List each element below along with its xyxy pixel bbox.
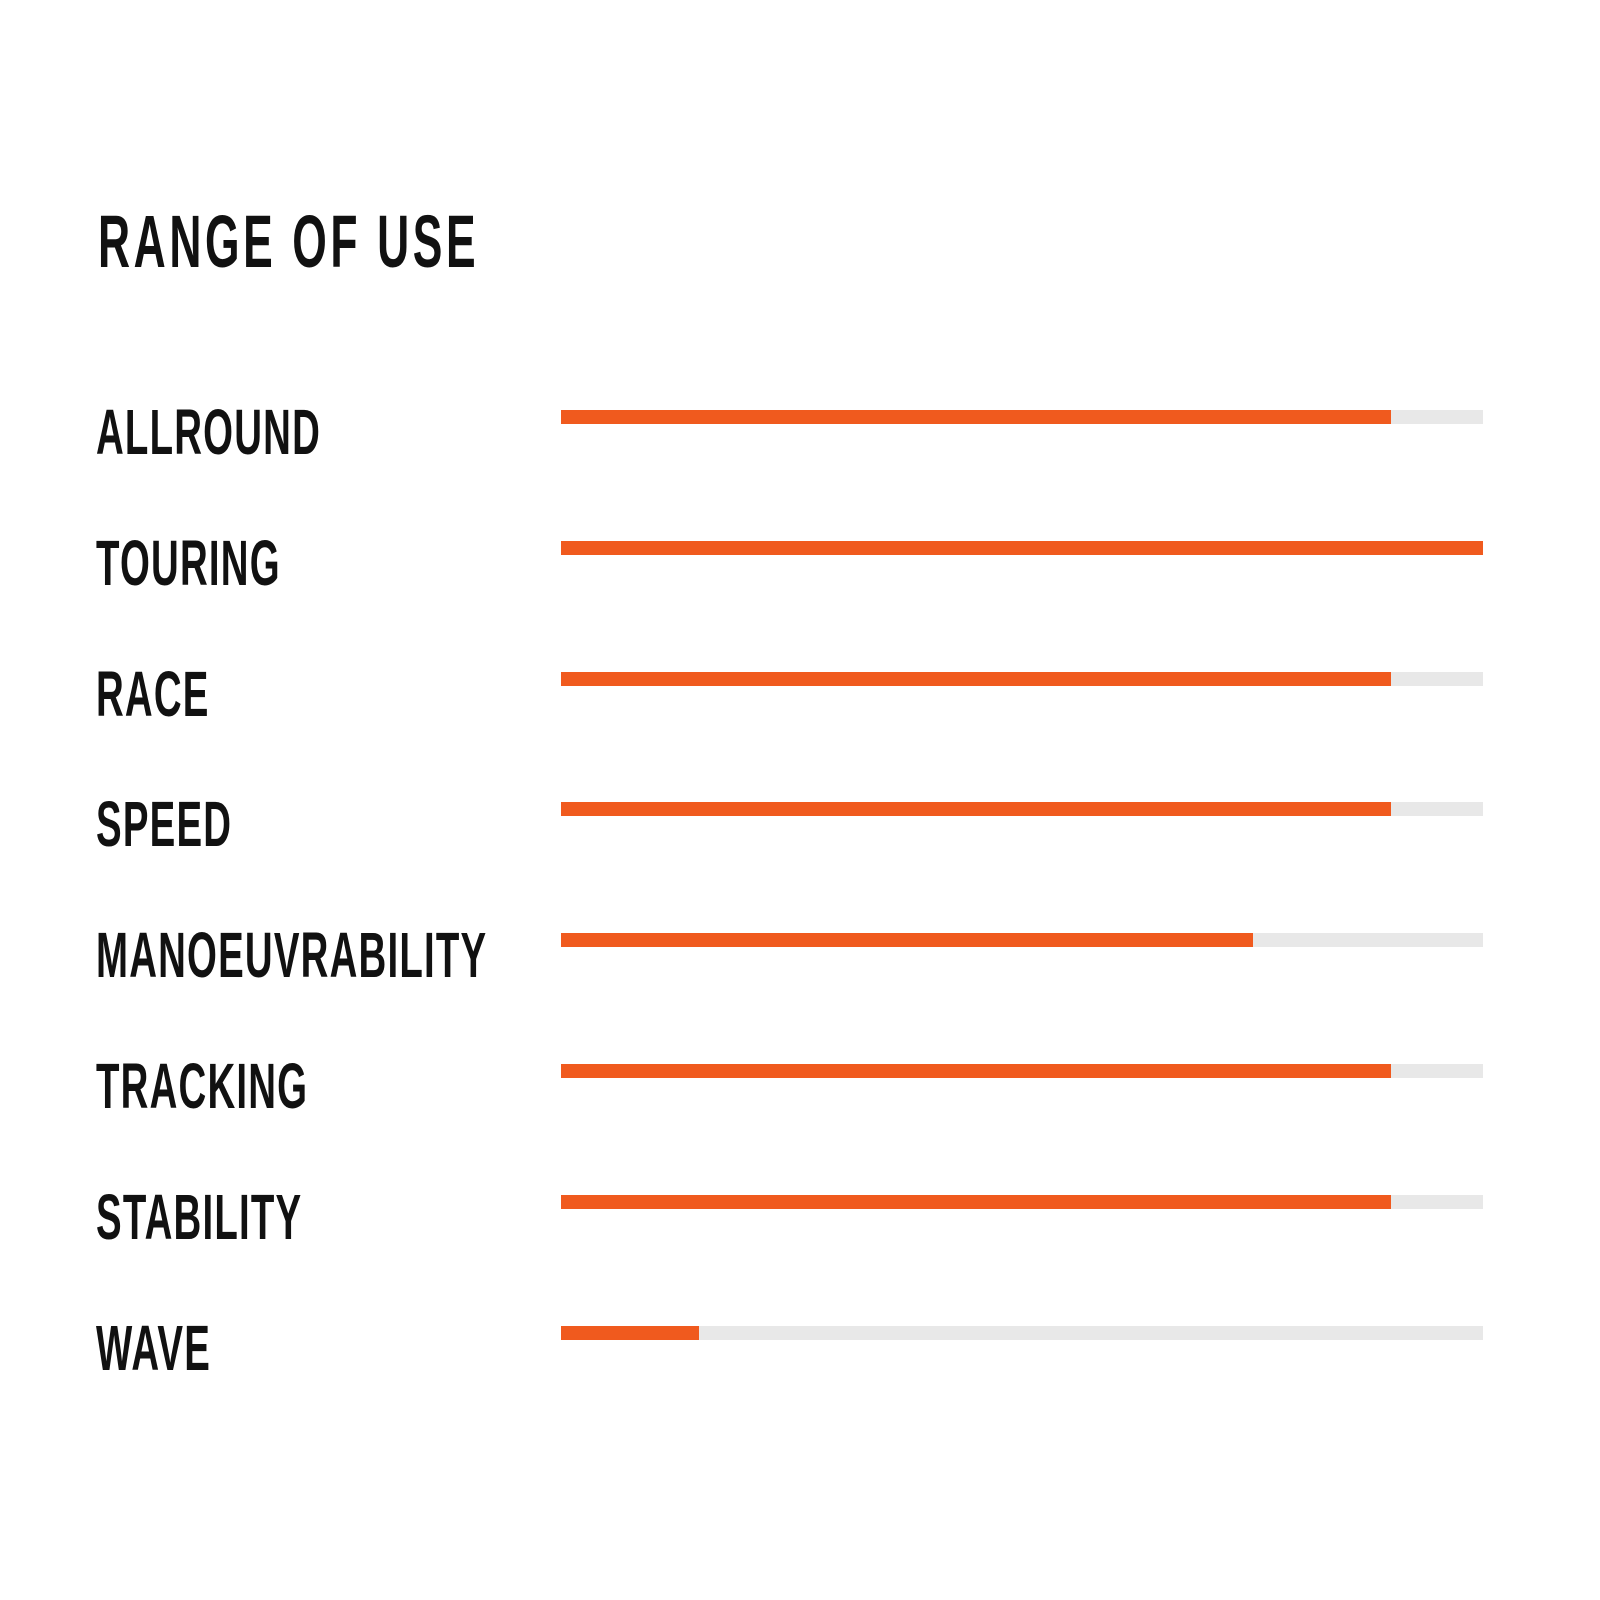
bar-track (561, 410, 1483, 424)
bar-row: WAVE (0, 0, 1600, 1380)
bar-track (561, 671, 1483, 686)
bar-label: WAVE (96, 1311, 212, 1384)
bar-track (561, 933, 1483, 948)
bar-label: SPEED (96, 788, 233, 861)
bar-fill (561, 1064, 1391, 1078)
bar-row: TOURING (0, 0, 1600, 595)
bar-fill (561, 802, 1391, 817)
bar-row: TRACKING (0, 0, 1600, 1118)
bar-row: STABILITY (0, 0, 1600, 1249)
bar-fill (561, 933, 1253, 948)
bar-fill (561, 1194, 1391, 1209)
bar-label: TRACKING (96, 1050, 309, 1122)
bar-label: RACE (96, 657, 210, 730)
chart-title: RANGE OF USE (98, 200, 480, 283)
bar-fill (561, 1325, 700, 1340)
bar-fill (561, 410, 1391, 424)
bar-fill (561, 671, 1391, 686)
bar-label: ALLROUND (96, 396, 322, 468)
bar-row: MANOEUVRABILITY (0, 0, 1600, 987)
bar-fill (561, 540, 1483, 555)
bar-row: ALLROUND (0, 0, 1600, 464)
bar-track (561, 1194, 1483, 1209)
bar-track (561, 1064, 1483, 1078)
bar-track (561, 802, 1483, 817)
bar-track (561, 1325, 1483, 1340)
bar-label: TOURING (96, 526, 281, 599)
bar-label: MANOEUVRABILITY (96, 919, 488, 992)
bar-row: RACE (0, 0, 1600, 726)
bar-row: SPEED (0, 0, 1600, 856)
bar-track (561, 540, 1483, 555)
bar-label: STABILITY (96, 1180, 303, 1253)
